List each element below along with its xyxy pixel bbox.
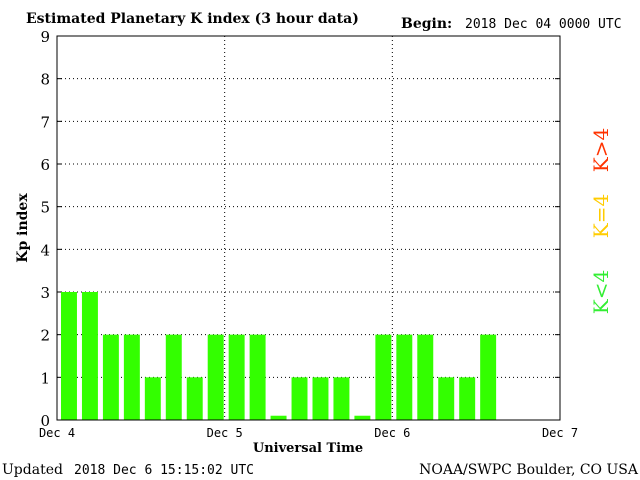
x-tick-label: Dec 6 — [374, 426, 410, 440]
y-tick-label: 2 — [40, 327, 50, 345]
bar-series — [61, 292, 497, 420]
kp-bar — [480, 334, 497, 420]
x-tick-label: Dec 5 — [207, 426, 243, 440]
y-tick-label: 3 — [40, 284, 50, 302]
y-tick-label: 4 — [40, 241, 50, 259]
updated-value: 2018 Dec 6 15:15:02 UTC — [74, 463, 254, 478]
updated-label: Updated — [2, 462, 63, 478]
y-tick-labels: 0 1 2 3 4 5 6 7 8 9 — [40, 28, 50, 430]
y-tick-label: 1 — [40, 369, 50, 387]
legend-k-greater-4: K>4 — [589, 128, 613, 172]
kp-bar — [123, 334, 140, 420]
kp-bar — [81, 292, 98, 420]
kp-bar — [396, 334, 413, 420]
kp-bar — [249, 334, 266, 420]
grid-lines — [57, 35, 560, 421]
y-tick-label: 6 — [40, 156, 50, 174]
y-tick-label: 9 — [40, 28, 50, 46]
begin-value: 2018 Dec 04 0000 UTC — [465, 17, 622, 32]
plot-frame — [56, 35, 561, 421]
kp-bar — [207, 334, 224, 420]
y-tick-label: 0 — [40, 412, 50, 430]
kp-bar — [102, 334, 119, 420]
x-axis-label: Universal Time — [253, 441, 363, 456]
y-tick-label: 8 — [40, 71, 50, 89]
kp-bar — [417, 334, 434, 420]
kp-bar — [291, 377, 308, 420]
kp-bar — [186, 377, 203, 420]
y-tick-label: 5 — [40, 199, 50, 217]
source-credit: NOAA/SWPC Boulder, CO USA — [419, 462, 639, 478]
begin-label: Begin: — [401, 16, 452, 32]
x-tick-label: Dec 4 — [39, 426, 75, 440]
legend-k-less-4: K<4 — [589, 270, 613, 314]
y-tick-label: 7 — [40, 113, 50, 131]
kp-bar — [459, 377, 476, 420]
legend-k-equal-4: K=4 — [589, 194, 613, 238]
chart-title: Estimated Planetary K index (3 hour data… — [26, 11, 359, 27]
kp-bar — [270, 415, 287, 420]
kp-bar — [165, 334, 182, 420]
kp-bar — [438, 377, 455, 420]
x-tick-label: Dec 7 — [542, 426, 578, 440]
kp-bar — [228, 334, 245, 420]
x-tick-labels: Dec 4 Dec 5 Dec 6 Dec 7 — [39, 426, 578, 440]
kp-bar — [333, 377, 350, 420]
kp-bar — [375, 334, 392, 420]
kp-bar — [354, 415, 371, 420]
y-axis-label: Kp index — [15, 193, 31, 263]
kp-bar — [61, 292, 77, 420]
kp-bar — [312, 377, 329, 420]
kp-bar — [144, 377, 161, 420]
